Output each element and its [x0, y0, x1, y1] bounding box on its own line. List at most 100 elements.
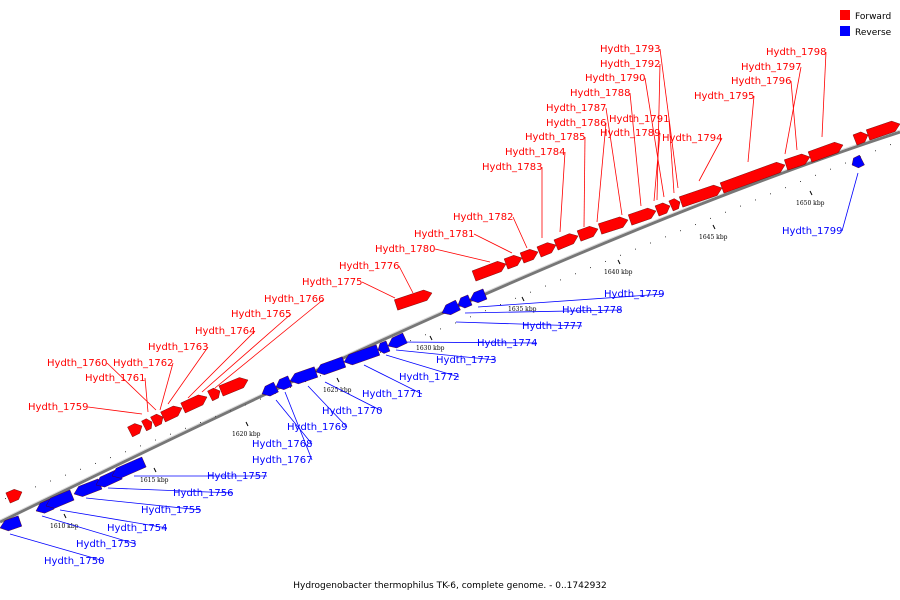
tick-dot: [770, 193, 771, 195]
tick-dot: [755, 199, 756, 201]
label-leader-line: [747, 95, 755, 163]
gene-label-hydth_1793: Hydth_1793: [600, 44, 661, 55]
tick-dot: [695, 224, 696, 226]
kbp-tick-label: 1645 kbp: [699, 234, 728, 241]
kbp-tick: [429, 335, 433, 341]
tick-dot: [170, 433, 171, 435]
tick-dot: [560, 279, 561, 281]
forward-gene-arrow: [150, 413, 164, 428]
gene-label-hydth_1794: Hydth_1794: [662, 133, 723, 144]
tick-dot: [605, 260, 606, 262]
label-leader-line: [187, 330, 256, 399]
label-leader-line: [87, 406, 143, 415]
forward-gene-arrow: [471, 261, 507, 282]
gene-label-hydth_1761: Hydth_1761: [85, 373, 146, 384]
gene-label-hydth_1786: Hydth_1786: [546, 118, 607, 129]
gene-label-hydth_1755: Hydth_1755: [141, 505, 202, 516]
label-leader-line: [668, 118, 675, 194]
label-leader-line: [324, 381, 383, 412]
label-leader-line: [361, 281, 396, 299]
tick-dot: [155, 439, 156, 441]
forward-gene-arrow: [807, 141, 844, 163]
tick-dot: [710, 217, 711, 219]
gene-label-hydth_1766: Hydth_1766: [264, 294, 325, 305]
forward-gene-arrow: [576, 226, 599, 242]
label-leader-line: [653, 132, 661, 202]
forward-gene-arrow: [503, 255, 523, 270]
label-leader-line: [214, 298, 325, 389]
gene-label-hydth_1795: Hydth_1795: [694, 91, 755, 102]
gene-label-hydth_1750: Hydth_1750: [44, 556, 105, 567]
tick-dot: [260, 398, 261, 400]
gene-label-hydth_1764: Hydth_1764: [195, 326, 256, 337]
forward-gene-arrow: [865, 120, 900, 141]
tick-dot: [320, 375, 321, 377]
label-leader-line: [201, 313, 292, 393]
gene-label-hydth_1765: Hydth_1765: [231, 309, 292, 320]
kbp-ticks: 1610 kbp 1615 kbp 1620 kbp 1625 kbp 1630 kbp…: [5, 144, 891, 530]
reverse-gene-arrow: [441, 299, 461, 316]
label-leader-line: [41, 515, 137, 545]
legend-label-reverse: Reverse: [855, 28, 892, 38]
gene-label-hydth_1784: Hydth_1784: [505, 147, 566, 158]
gene-labels: Hydth_1759 Hydth_1760 Hydth_1761 Hydth_1762…: [9, 44, 859, 567]
label-leader-line: [395, 349, 497, 361]
forward-gene-arrow: [784, 153, 811, 171]
label-leader-line: [106, 362, 157, 411]
reverse-gene-arrow: [289, 366, 319, 385]
tick-dot: [35, 486, 36, 488]
gene-label-hydth_1797: Hydth_1797: [741, 62, 802, 73]
gene-label-hydth_1785: Hydth_1785: [525, 132, 586, 143]
gene-label-hydth_1776: Hydth_1776: [339, 261, 400, 272]
gene-label-hydth_1757: Hydth_1757: [207, 471, 268, 482]
tick-dot: [245, 404, 246, 406]
tick-dot: [65, 474, 66, 476]
forward-gene-arrow: [678, 184, 723, 208]
kbp-tick: [336, 377, 340, 383]
tick-dot: [140, 445, 141, 447]
gene-label-hydth_1762: Hydth_1762: [113, 358, 174, 369]
tick-dot: [125, 451, 126, 453]
forward-gene-arrow: [127, 423, 143, 438]
reverse-gene-arrow: [45, 489, 75, 509]
kbp-tick: [63, 513, 67, 519]
tick-dot: [50, 480, 51, 482]
forward-genes: [5, 120, 900, 504]
tick-dot: [470, 316, 471, 318]
tick-dot: [230, 410, 231, 412]
tick-dot: [830, 168, 831, 170]
tick-dot: [185, 427, 186, 429]
tick-dot: [590, 267, 591, 269]
reverse-gene-arrow: [315, 356, 347, 376]
label-leader-line: [9, 533, 105, 562]
gene-label-hydth_1782: Hydth_1782: [453, 212, 514, 223]
gene-label-hydth_1780: Hydth_1780: [375, 244, 436, 255]
label-leader-line: [275, 399, 313, 445]
tick-dot: [530, 291, 531, 293]
map-caption: Hydrogenobacter thermophilus TK-6, compl…: [293, 581, 607, 591]
label-leader-line: [559, 151, 566, 233]
gene-label-hydth_1759: Hydth_1759: [28, 402, 89, 413]
kbp-tick-label: 1630 kbp: [416, 345, 445, 352]
gene-label-hydth_1790: Hydth_1790: [585, 73, 646, 84]
tick-dot: [680, 230, 681, 232]
gene-label-hydth_1796: Hydth_1796: [731, 76, 792, 87]
reverse-gene-arrow: [0, 515, 23, 532]
label-leader-line: [583, 136, 586, 228]
gene-label-hydth_1771: Hydth_1771: [362, 389, 423, 400]
tick-dot: [620, 254, 621, 256]
tick-dot: [785, 187, 786, 189]
kbp-tick: [521, 296, 525, 302]
label-leader-line: [473, 233, 513, 254]
legend: Forward Reverse: [840, 10, 892, 38]
forward-gene-arrow: [180, 394, 208, 414]
forward-gene-arrow: [519, 249, 539, 264]
tick-dot: [665, 236, 666, 238]
reverse-gene-arrow: [343, 344, 381, 366]
gene-label-hydth_1769: Hydth_1769: [287, 422, 348, 433]
gene-label-hydth_1754: Hydth_1754: [107, 523, 168, 534]
kbp-tick: [712, 224, 716, 230]
forward-gene-arrow: [553, 233, 579, 251]
reverse-gene-arrow: [387, 332, 408, 349]
forward-gene-arrow: [654, 202, 671, 217]
